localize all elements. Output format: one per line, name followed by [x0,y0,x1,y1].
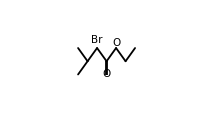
Text: O: O [102,69,111,79]
Text: Br: Br [91,35,103,45]
Text: O: O [112,38,120,48]
